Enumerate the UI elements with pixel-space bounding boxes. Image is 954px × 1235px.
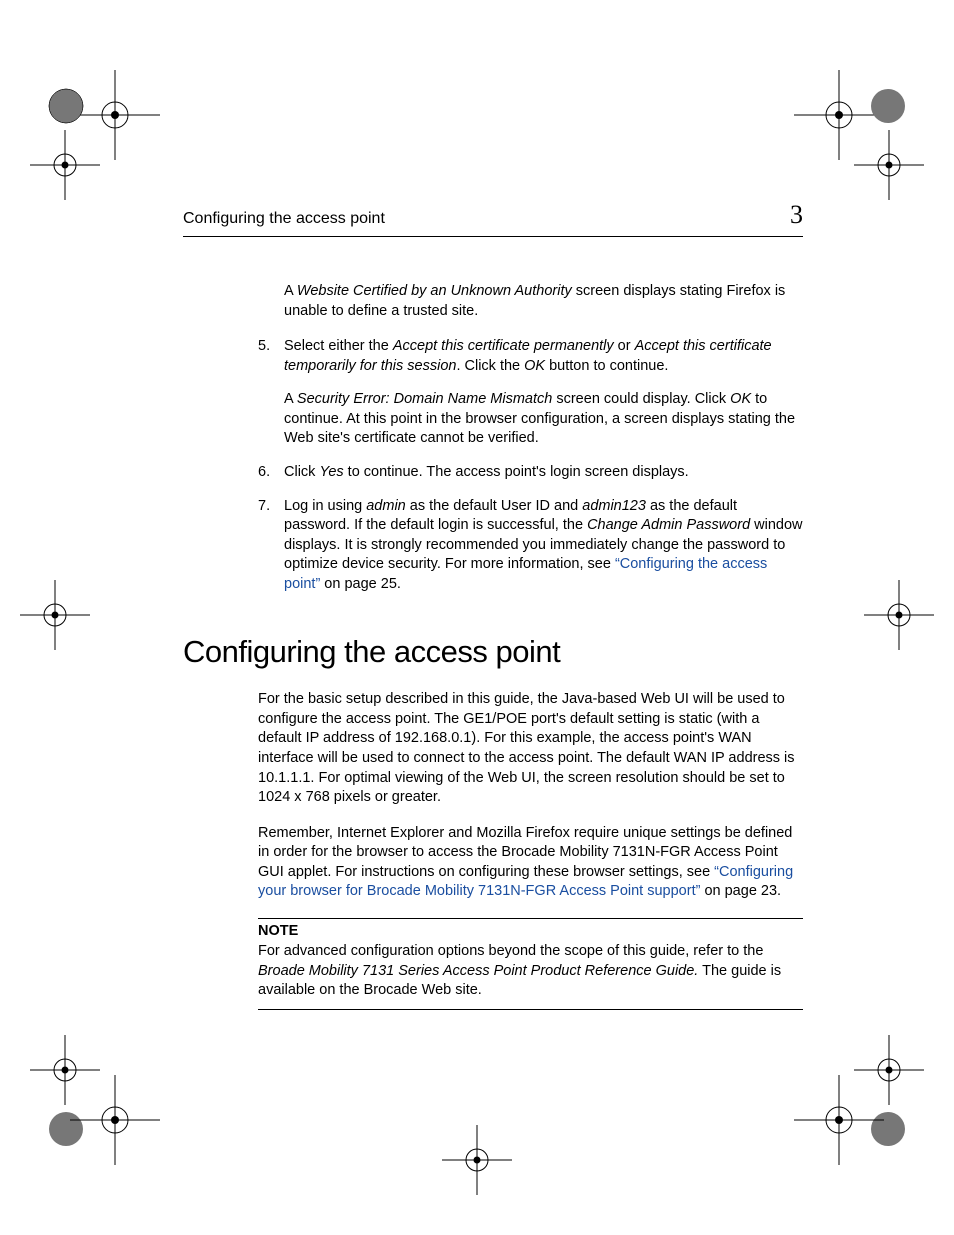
crop-mark-icon — [854, 1035, 924, 1105]
chapter-number: 3 — [790, 200, 803, 230]
section-p1: For the basic setup described in this gu… — [258, 690, 803, 807]
step-5-p1: Select either the Accept this certificat… — [284, 337, 803, 376]
steps-list: 5. Select either the Accept this certifi… — [258, 337, 803, 594]
crop-mark-icon — [30, 130, 100, 200]
note-label: NOTE — [258, 918, 803, 939]
running-title: Configuring the access point — [183, 210, 385, 228]
crop-mark-icon — [864, 580, 934, 650]
step-5-p2: A Security Error: Domain Name Mismatch s… — [284, 390, 803, 449]
page-content: Configuring the access point 3 A Website… — [183, 200, 803, 1010]
crop-mark-icon — [70, 1075, 160, 1165]
step-5: 5. Select either the Accept this certifi… — [258, 337, 803, 449]
section-body: For the basic setup described in this gu… — [258, 690, 803, 1009]
note-block: NOTE For advanced configuration options … — [258, 918, 803, 1010]
crop-mark-icon — [442, 1125, 512, 1195]
crop-mark-icon — [30, 1035, 100, 1105]
crop-mark-icon — [794, 70, 884, 160]
note-body: For advanced configuration options beyon… — [258, 942, 803, 1010]
crop-mark-icon — [794, 1075, 884, 1165]
crop-mark-icon — [20, 580, 90, 650]
running-header: Configuring the access point 3 — [183, 200, 803, 237]
step-6: 6. Click Yes to continue. The access poi… — [258, 463, 803, 483]
starburst-icon — [48, 1111, 84, 1147]
starburst-icon — [48, 88, 84, 124]
crop-mark-icon — [854, 130, 924, 200]
crop-mark-icon — [70, 70, 160, 160]
step-7: 7. Log in using admin as the default Use… — [258, 497, 803, 595]
step-7-p1: Log in using admin as the default User I… — [284, 497, 803, 595]
body-text: A Website Certified by an Unknown Author… — [258, 282, 803, 594]
step-6-p1: Click Yes to continue. The access point'… — [284, 463, 803, 483]
section-p2: Remember, Internet Explorer and Mozilla … — [258, 824, 803, 902]
starburst-icon — [870, 88, 906, 124]
lead-paragraph: A Website Certified by an Unknown Author… — [284, 282, 803, 321]
section-heading: Configuring the access point — [183, 634, 803, 670]
starburst-icon — [870, 1111, 906, 1147]
